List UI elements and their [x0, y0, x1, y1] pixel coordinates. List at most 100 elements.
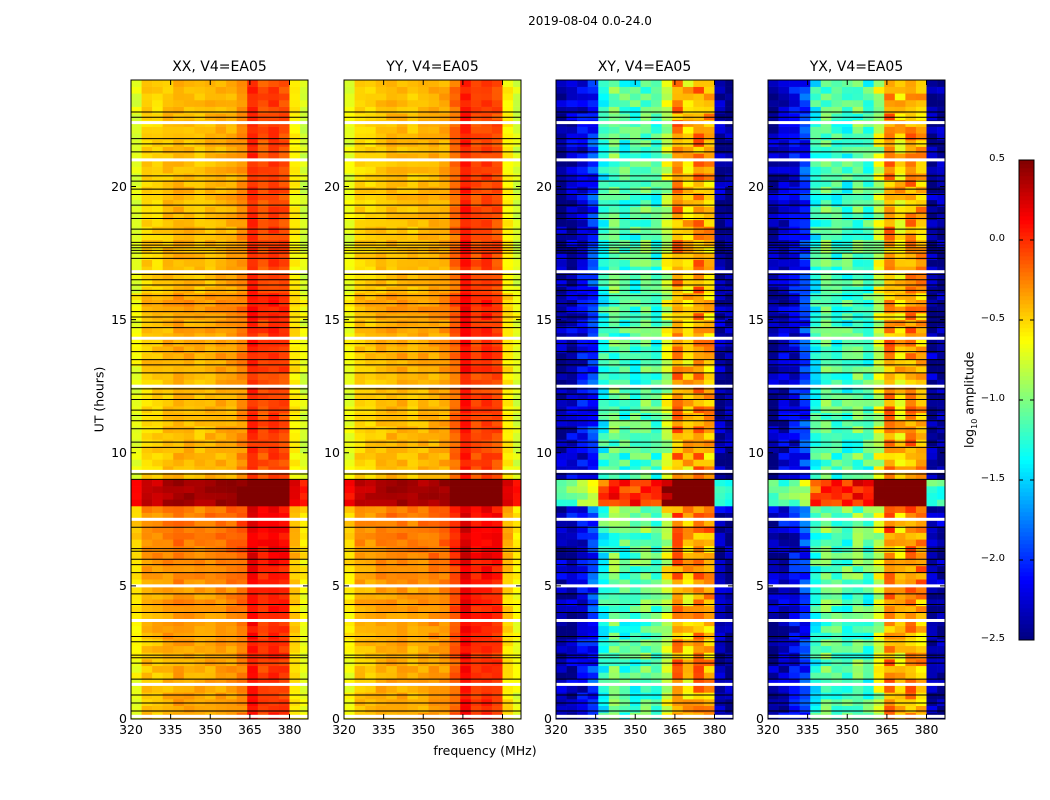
heatmap-cell [365, 352, 377, 360]
flagged-row-white [131, 336, 308, 340]
heatmap-cell [194, 213, 206, 221]
heatmap-cell [289, 392, 301, 400]
heatmap-cell [556, 406, 567, 414]
heatmap-cell [566, 166, 578, 174]
heatmap-cell [152, 412, 164, 420]
heatmap-cell [481, 599, 493, 607]
heatmap-cell [173, 286, 185, 294]
heatmap-cell [619, 612, 631, 620]
heatmap-cell [640, 679, 652, 687]
heatmap-cell [300, 146, 309, 154]
heatmap-cell [556, 412, 567, 420]
heatmap-cell [344, 659, 355, 667]
heatmap-cell [257, 486, 269, 493]
heatmap-cell [278, 585, 290, 593]
heatmap-cell [502, 399, 514, 407]
heatmap-cell [608, 133, 620, 141]
heatmap-cell [417, 679, 429, 687]
heatmap-cell [460, 439, 472, 447]
heatmap-cell [183, 106, 195, 114]
heatmap-cell [226, 612, 237, 620]
heatmap-cell [629, 259, 641, 267]
heatmap-cell [629, 492, 641, 500]
heatmap-cell [640, 672, 652, 680]
heatmap-cell [672, 579, 684, 587]
heatmap-cell [640, 452, 652, 460]
heatmap-cell [513, 332, 522, 340]
heatmap-cell [703, 233, 715, 241]
heatmap-cell [152, 699, 164, 706]
heatmap-cell [354, 372, 366, 380]
heatmap-cell [481, 332, 493, 340]
heatmap-cell [587, 459, 599, 467]
heatmap-cell [236, 685, 248, 693]
heatmap-cell [439, 412, 450, 420]
heatmap-cell [619, 366, 631, 374]
heatmap-cell [566, 672, 578, 680]
heatmap-cell [278, 359, 290, 367]
heatmap-cell [714, 273, 726, 280]
heatmap-cell [386, 679, 398, 687]
heatmap-cell [640, 299, 652, 307]
heatmap-cell [640, 352, 652, 360]
heatmap-cell [268, 645, 280, 653]
heatmap-cell [661, 359, 673, 367]
heatmap-cell [491, 532, 503, 540]
heatmap-cell [289, 699, 301, 706]
heatmap-cell [365, 146, 377, 154]
heatmap-cell [470, 199, 482, 207]
heatmap-cell [693, 332, 705, 340]
heatmap-cell [396, 93, 408, 101]
heatmap-cell [194, 625, 206, 633]
heatmap-cell [141, 705, 153, 713]
heatmap-cell [449, 692, 461, 700]
heatmap-cell [619, 459, 631, 467]
heatmap-cell [344, 146, 355, 154]
heatmap-cell [300, 412, 309, 420]
heatmap-cell [141, 605, 153, 613]
heatmap-cell [460, 299, 472, 307]
heatmap-cell [257, 612, 269, 620]
heatmap-cell [566, 293, 578, 300]
heatmap-cell [407, 379, 419, 387]
heatmap-cell [215, 532, 227, 540]
heatmap-cell [513, 579, 522, 587]
heatmap-cell [566, 545, 578, 553]
heatmap-cell [417, 159, 429, 167]
heatmap-cell [344, 319, 355, 327]
heatmap-cell [289, 406, 301, 414]
heatmap-cell [226, 705, 237, 713]
heatmap-cell [608, 565, 620, 573]
heatmap-cell [513, 286, 522, 294]
heatmap-cell [491, 679, 503, 687]
heatmap-cell [502, 406, 514, 414]
heatmap-cell [651, 246, 662, 254]
heatmap-cell [566, 519, 578, 527]
heatmap-cell [407, 146, 419, 154]
heatmap-cell [481, 372, 493, 380]
heatmap-cell [502, 126, 514, 134]
heatmap-cell [693, 99, 705, 107]
heatmap-cell [194, 146, 206, 154]
heatmap-cell [204, 559, 216, 567]
heatmap-cell [141, 259, 153, 267]
heatmap-cell [556, 605, 567, 613]
heatmap-cell [183, 532, 195, 540]
heatmap-cell [587, 652, 599, 660]
heatmap-cell [640, 106, 652, 114]
heatmap-cell [640, 632, 652, 640]
heatmap-cell [598, 219, 610, 227]
heatmap-cell [703, 439, 715, 447]
heatmap-cell [556, 619, 567, 627]
heatmap-cell [268, 106, 280, 114]
heatmap-cell [162, 133, 174, 141]
heatmap-cell [375, 239, 387, 247]
heatmap-cell [619, 273, 631, 280]
heatmap-cell [152, 246, 164, 254]
heatmap-cell [236, 472, 248, 480]
heatmap-cell [173, 572, 185, 580]
heatmap-cell [344, 273, 355, 280]
heatmap-cell [428, 372, 440, 380]
heatmap-cell [162, 346, 174, 354]
heatmap-cell [439, 466, 450, 474]
